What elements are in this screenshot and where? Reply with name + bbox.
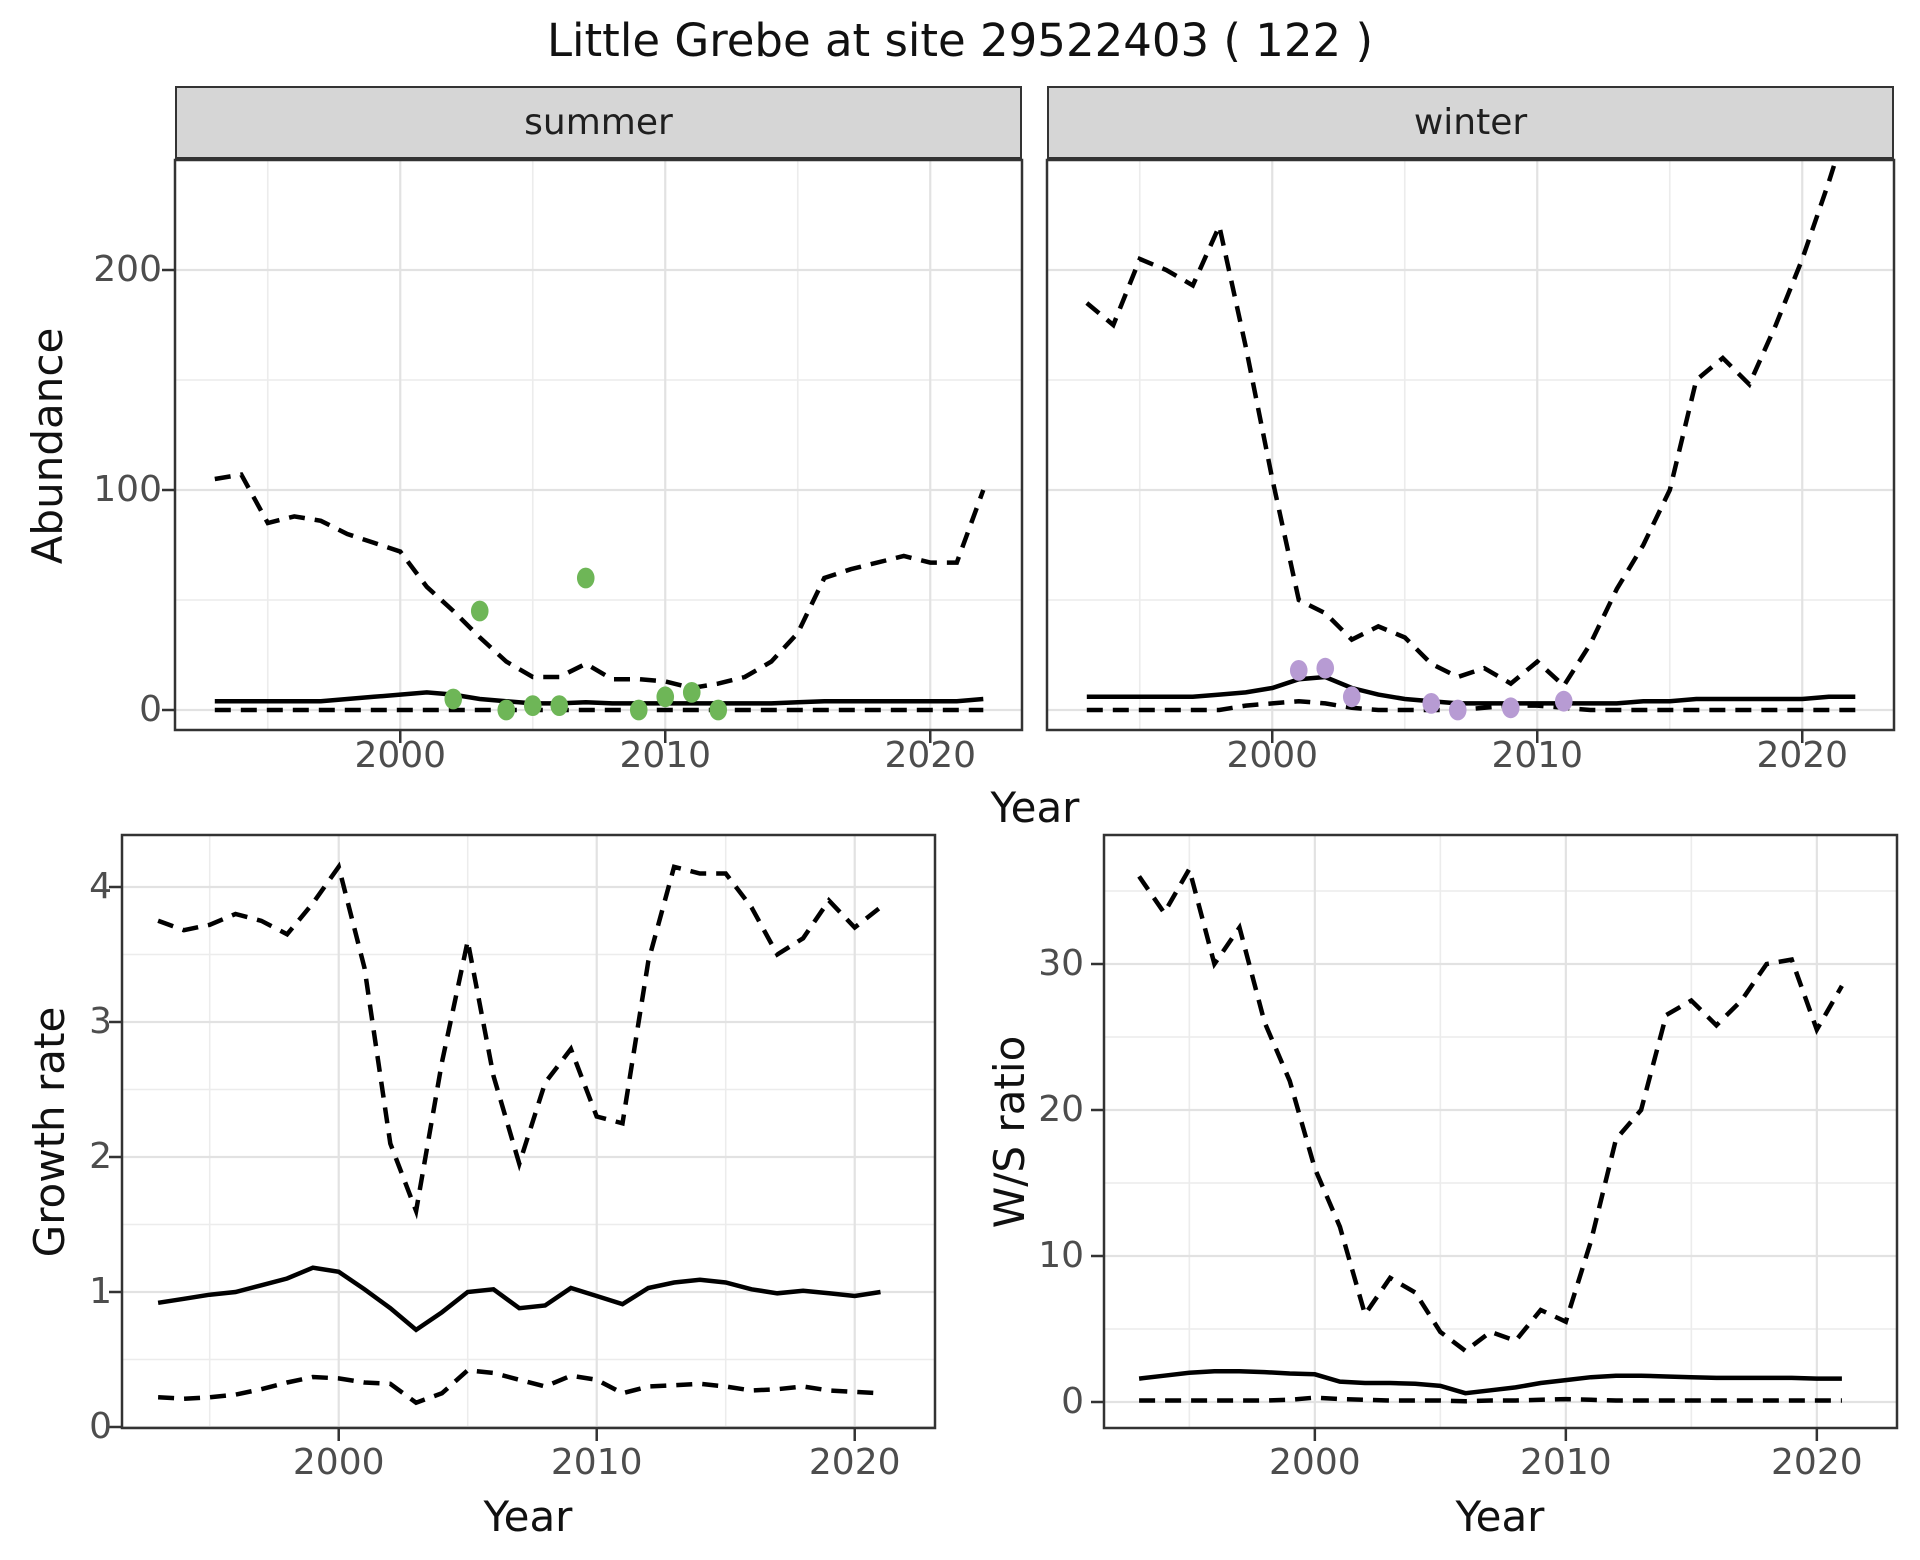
facet-strip-summer: summer: [175, 86, 1022, 160]
series-lower_95_ci: [1139, 1395, 1842, 1404]
x-tick-label: 2020: [1756, 735, 1849, 776]
data-point-summer_observed_counts: [576, 567, 595, 589]
series-upper_95_ci: [214, 472, 986, 691]
data-point-winter_observed_counts: [1448, 699, 1467, 721]
panel-border: [1045, 158, 1896, 732]
x-axis-title-growth-rate: Year: [483, 1492, 573, 1541]
y-tick-label: 30: [1038, 943, 1084, 984]
data-point-winter_observed_counts: [1422, 693, 1441, 714]
panel-border: [120, 833, 937, 1430]
data-point-summer_observed_counts: [709, 699, 728, 721]
data-point-winter_observed_counts: [1289, 660, 1308, 681]
x-tick-label: 2000: [292, 1442, 385, 1483]
y-tick-label: 0: [89, 1406, 112, 1447]
y-tick-label: 2: [89, 1136, 112, 1177]
x-tick-label: 2000: [354, 735, 447, 776]
series-upper_95_ci: [157, 861, 882, 1220]
facet-strip-winter: winter: [1047, 86, 1894, 160]
y-tick-label: 4: [89, 866, 112, 907]
facet-label-winter: winter: [1413, 102, 1528, 143]
series-median_estimate: [1138, 1369, 1842, 1396]
x-tick-label: 2020: [884, 735, 977, 776]
y-tick-label: 200: [93, 249, 162, 290]
x-tick-label: 2020: [808, 1442, 901, 1483]
x-tick-label: 2000: [1269, 1442, 1361, 1483]
series-median_estimate: [214, 690, 984, 706]
panel-Growth rate: [122, 835, 935, 1428]
y-tick-label: 10: [1038, 1235, 1084, 1276]
data-point-winter_observed_counts: [1342, 686, 1361, 708]
data-point-summer_observed_counts: [444, 688, 463, 710]
x-tick-label: 2010: [1491, 735, 1584, 776]
panel-summer: [175, 160, 1022, 730]
y-tick-label: 20: [1038, 1089, 1084, 1130]
data-point-winter_observed_counts: [1501, 697, 1520, 719]
data-point-summer_observed_counts: [550, 695, 569, 716]
series-median_estimate: [1086, 674, 1856, 706]
y-tick-label: 100: [93, 469, 162, 510]
data-point-winter_observed_counts: [1554, 690, 1573, 712]
panel-border: [173, 158, 1024, 732]
data-point-winter_observed_counts: [1316, 657, 1335, 679]
series-lower_95_ci: [157, 1367, 881, 1406]
data-point-summer_observed_counts: [682, 682, 701, 703]
facet-label-summer: summer: [524, 102, 673, 143]
x-tick-label: 2020: [1771, 1442, 1863, 1483]
y-tick-label: 0: [139, 689, 162, 730]
plot-title: Little Grebe at site 29522403 ( 122 ): [546, 14, 1374, 67]
x-axis-title-ws-ratio: Year: [1455, 1492, 1545, 1541]
series-upper_95_ci: [1085, 160, 1839, 690]
data-point-summer_observed_counts: [497, 699, 516, 721]
panel-winter: [1047, 160, 1894, 730]
data-point-summer_observed_counts: [656, 686, 675, 708]
x-tick-label: 2010: [1520, 1442, 1612, 1483]
y-tick-label: 1: [89, 1271, 112, 1312]
series-median_estimate: [157, 1265, 881, 1333]
x-axis-title-top: Year: [990, 783, 1080, 832]
x-tick-label: 2000: [1226, 735, 1319, 776]
panel-W/S ratio: [1104, 835, 1897, 1428]
x-tick-label: 2010: [619, 735, 712, 776]
y-tick-label: 0: [1061, 1381, 1084, 1422]
y-tick-label: 3: [89, 1001, 112, 1042]
data-point-summer_observed_counts: [470, 600, 489, 622]
x-tick-label: 2010: [550, 1442, 643, 1483]
panel-border: [1102, 833, 1899, 1430]
data-point-summer_observed_counts: [629, 699, 648, 721]
data-point-summer_observed_counts: [523, 695, 542, 716]
